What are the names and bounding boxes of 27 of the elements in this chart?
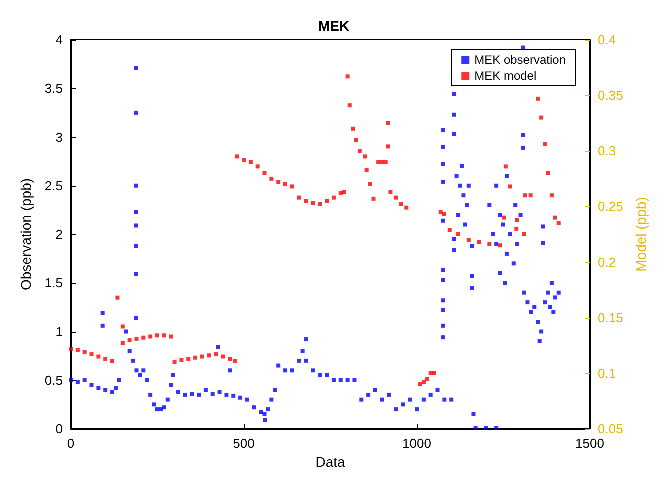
y2-tick-label: 0.05: [598, 422, 624, 436]
y-tick-label: 1: [56, 324, 63, 340]
y2-tick-label: 0.3: [598, 144, 616, 159]
y-tick-label: 4: [56, 32, 63, 48]
y-tick-label: 3.5: [44, 81, 63, 96]
y-tick-label: 1.5: [44, 276, 63, 291]
legend-label: MEK model: [474, 69, 537, 83]
y-tick-label: 0.5: [44, 372, 63, 388]
y-axis-title: Observation (ppb): [18, 178, 34, 291]
x-tick-label: 1000: [402, 436, 432, 451]
y-tick-label: 0: [56, 422, 63, 436]
x-tick-label: 1500: [576, 436, 604, 451]
y2-tick-label: 0.25: [598, 199, 624, 214]
chart-title: MEK: [318, 18, 350, 34]
y2-tick-label: 0.15: [598, 310, 624, 326]
y-tick-label: 2: [56, 227, 63, 242]
y-tick-label: 2.5: [44, 178, 63, 194]
y2-axis-title: Model (ppb): [633, 197, 650, 272]
legend-label: MEK observation: [474, 53, 566, 67]
y-tick-label: 3: [56, 130, 63, 145]
x-axis-title: Data: [316, 454, 346, 470]
x-tick-label: 0: [67, 436, 75, 451]
y2-tick-label: 0.4: [598, 32, 616, 48]
y2-tick-label: 0.2: [598, 254, 616, 270]
x-tick-label: 500: [233, 436, 255, 451]
y2-tick-label: 0.35: [598, 88, 624, 104]
y2-tick-label: 0.1: [598, 366, 616, 381]
